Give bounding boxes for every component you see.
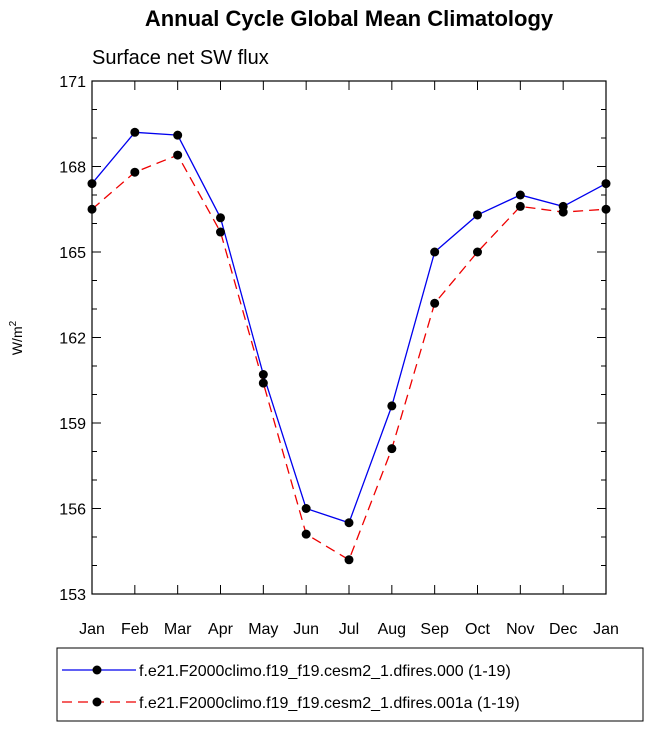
y-axis: 153 156 159 162 165 168 171 xyxy=(59,74,606,604)
data-point-series-2 xyxy=(130,167,140,177)
x-tick-label: May xyxy=(248,621,278,638)
data-point-series-2 xyxy=(473,247,482,257)
plot-frame xyxy=(91,80,607,595)
legend-box xyxy=(56,647,644,722)
data-point-series-1 xyxy=(87,179,97,189)
data-point-series-1 xyxy=(216,213,225,223)
x-tick-label: Jan xyxy=(79,621,105,638)
legend-marker-series-2 xyxy=(92,697,102,707)
legend: f.e21.F2000climo.f19_f19.cesm2_1.dfires.… xyxy=(56,647,644,722)
chart-title: Annual Cycle Global Mean Climatology xyxy=(145,6,554,31)
data-point-series-1 xyxy=(258,370,268,380)
y-tick-label: 159 xyxy=(59,416,86,433)
data-point-series-2 xyxy=(301,529,311,539)
x-tick-label: Jun xyxy=(293,621,319,638)
data-point-series-2 xyxy=(344,555,354,565)
x-tick-label: Dec xyxy=(549,621,577,638)
x-tick-label: Sep xyxy=(420,621,449,638)
data-point-series-2 xyxy=(515,201,525,211)
data-point-series-2 xyxy=(558,207,568,217)
data-point-series-1 xyxy=(173,130,183,140)
y-tick-label: 165 xyxy=(59,245,86,262)
data-point-series-2 xyxy=(430,298,440,308)
data-point-series-1 xyxy=(515,190,525,200)
y-tick-label: 171 xyxy=(59,74,86,91)
data-point-series-2 xyxy=(173,150,183,160)
series-layer xyxy=(87,127,611,565)
x-tick-label: Mar xyxy=(164,621,192,638)
data-point-series-2 xyxy=(216,227,225,237)
x-tick-label: Apr xyxy=(208,621,234,638)
legend-label-series-2: f.e21.F2000climo.f19_f19.cesm2_1.dfires.… xyxy=(139,695,520,712)
y-axis-label: W/m2 xyxy=(8,320,25,355)
x-tick-label: Jan xyxy=(593,621,619,638)
data-point-series-2 xyxy=(87,204,97,214)
data-point-series-2 xyxy=(387,444,397,454)
y-tick-label: 162 xyxy=(59,331,86,348)
data-point-series-1 xyxy=(430,247,440,257)
data-point-series-1 xyxy=(301,504,311,513)
x-tick-label: Aug xyxy=(378,621,406,638)
legend-marker-series-1 xyxy=(92,665,102,675)
data-point-series-1 xyxy=(601,179,611,189)
legend-label-series-1: f.e21.F2000climo.f19_f19.cesm2_1.dfires.… xyxy=(139,663,511,680)
series-line-1 xyxy=(91,131,607,524)
data-point-series-2 xyxy=(258,378,268,388)
x-tick-label: Nov xyxy=(506,621,534,638)
data-point-series-1 xyxy=(344,518,354,528)
x-tick-label: Jul xyxy=(339,621,359,638)
data-point-series-1 xyxy=(387,401,397,411)
y-axis-label-superscript: 2 xyxy=(8,320,19,326)
y-axis-label-unit: W/m xyxy=(9,326,25,355)
x-axis: Jan Feb Mar Apr May Jun Jul Aug Sep Oct Nov Dec Jan xyxy=(79,81,619,638)
data-point-series-2 xyxy=(601,204,611,214)
data-point-series-1 xyxy=(473,210,482,220)
x-tick-label: Feb xyxy=(121,621,149,638)
x-tick-label: Oct xyxy=(465,621,490,638)
y-tick-label: 156 xyxy=(59,502,86,519)
y-tick-label: 168 xyxy=(59,160,86,177)
y-tick-label: 153 xyxy=(59,587,86,604)
data-point-series-1 xyxy=(130,127,140,137)
series-line-2 xyxy=(91,154,607,561)
chart-subtitle: Surface net SW flux xyxy=(92,47,269,69)
